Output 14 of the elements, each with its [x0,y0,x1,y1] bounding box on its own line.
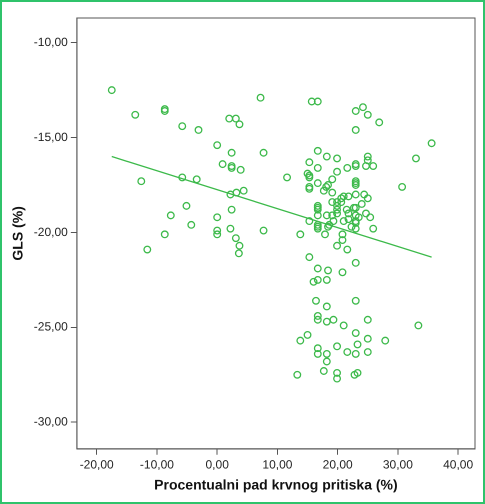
y-tick-label: -20,00 [34,224,68,239]
y-tick-label: -10,00 [34,34,68,49]
x-tick-label: 30,00 [382,457,414,472]
x-tick-label: -20,00 [80,457,114,472]
x-tick-label: 40,00 [443,457,474,472]
x-axis-title: Procentualni pad krvnog pritiska (%) [154,476,398,492]
x-tick-label: 10,00 [262,457,293,472]
y-tick-label: -30,00 [34,414,68,429]
x-tick-label: -10,00 [140,457,174,472]
x-tick-label: 0,00 [206,457,230,472]
y-tick-label: -15,00 [34,130,68,144]
x-tick-label: 20,00 [322,457,353,472]
y-axis-title: GLS (%) [9,206,26,261]
y-tick-label: -25,00 [34,320,68,334]
